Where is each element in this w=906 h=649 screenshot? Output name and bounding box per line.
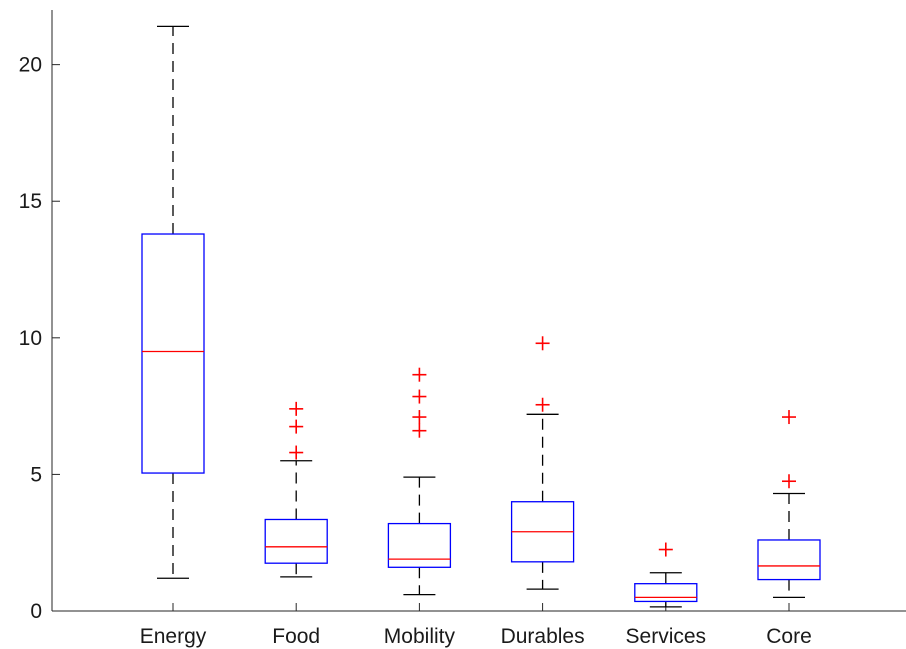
outlier-marker — [412, 410, 427, 425]
outlier-marker — [289, 445, 304, 460]
iqr-box — [387, 522, 452, 568]
box-mobility — [387, 367, 452, 596]
box-food — [264, 401, 328, 578]
outlier-marker — [289, 419, 304, 434]
outlier-marker — [289, 401, 304, 416]
x-tick-label: Core — [766, 625, 812, 648]
x-tick-label: Energy — [140, 625, 207, 648]
outlier-marker — [412, 367, 427, 382]
box-energy — [141, 25, 205, 579]
iqr-box — [141, 233, 205, 474]
y-tick-label: 15 — [19, 190, 42, 213]
outlier-marker — [782, 410, 796, 425]
outlier-marker — [412, 389, 427, 404]
box-series — [141, 25, 821, 608]
x-tick-label: Services — [626, 625, 707, 648]
x-tick-label: Mobility — [384, 625, 456, 648]
y-tick-label: 20 — [19, 54, 42, 77]
y-tick-label: 10 — [19, 327, 42, 350]
iqr-box — [634, 583, 698, 603]
box-core — [757, 410, 821, 598]
iqr-box — [264, 518, 328, 564]
x-tick-label: Food — [272, 625, 320, 648]
box-services — [634, 542, 698, 608]
box-durables — [510, 336, 575, 590]
outlier-marker — [658, 542, 673, 557]
outlier-marker — [535, 336, 550, 351]
x-tick-label: Durables — [501, 625, 585, 648]
outlier-marker — [535, 397, 550, 412]
y-tick-label: 5 — [30, 463, 42, 486]
axes — [51, 10, 906, 612]
iqr-box — [757, 539, 821, 581]
outlier-marker — [412, 423, 427, 438]
tick-labels: 0 5 10 15 20 Energy Food Mobility Durables Servic… — [19, 54, 812, 648]
outlier-marker — [782, 474, 796, 489]
y-tick-label: 0 — [30, 600, 42, 623]
